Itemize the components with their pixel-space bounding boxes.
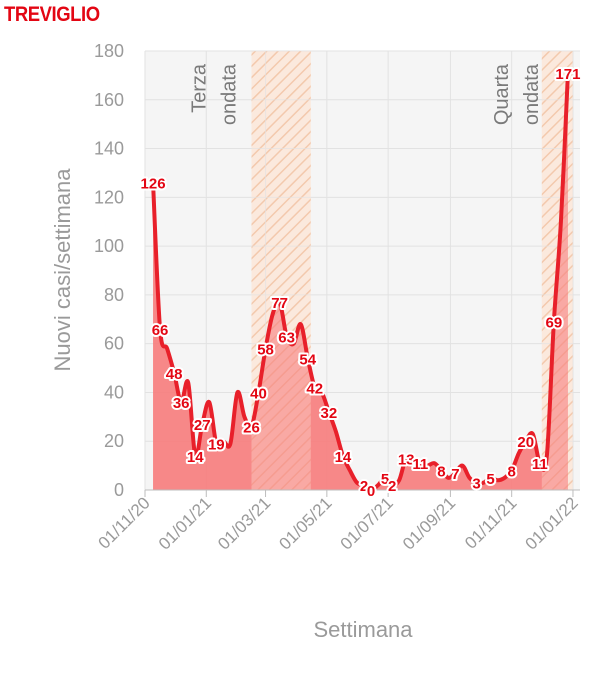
data-label: 14	[187, 449, 204, 466]
data-label: 5	[486, 471, 494, 488]
y-tick-label: 100	[94, 236, 124, 256]
y-tick-label: 160	[94, 90, 124, 110]
data-label: 32	[321, 405, 338, 422]
data-label: 3	[472, 476, 480, 493]
data-label: 20	[517, 434, 534, 451]
wave-label: Quarta	[491, 63, 513, 125]
data-label: 48	[166, 366, 183, 383]
x-tick-label: 01/05/21	[275, 493, 335, 553]
data-label: 5	[381, 471, 389, 488]
data-label: 69	[546, 315, 563, 332]
data-label: 19	[208, 437, 225, 454]
data-label: 77	[271, 295, 288, 312]
data-label: 11	[412, 456, 428, 473]
y-tick-label: 40	[104, 382, 124, 402]
y-tick-label: 140	[94, 139, 124, 159]
data-label: 63	[278, 329, 295, 346]
y-tick-label: 80	[104, 285, 124, 305]
data-label: 27	[194, 417, 211, 434]
wave-label: ondata	[218, 63, 240, 125]
wave-label: ondata	[521, 63, 543, 125]
y-tick-label: 20	[104, 431, 124, 451]
data-label: 126	[141, 176, 166, 193]
data-label: 66	[152, 322, 169, 339]
data-label: 171	[555, 66, 580, 83]
cases-area	[153, 72, 568, 490]
x-tick-label: 01/07/21	[337, 493, 397, 553]
data-label: 40	[250, 385, 267, 402]
data-label: 8	[437, 463, 445, 480]
data-label: 54	[299, 351, 316, 368]
data-label: 0	[367, 483, 375, 500]
y-tick-label: 120	[94, 187, 124, 207]
y-tick-label: 180	[94, 41, 124, 61]
x-tick-label: 01/11/21	[461, 493, 520, 552]
data-label: 58	[257, 342, 274, 359]
x-tick-label: 01/09/21	[399, 493, 459, 553]
data-label: 26	[243, 420, 260, 437]
cases-line	[151, 72, 570, 492]
y-axis-title: Nuovi casi/settimana	[50, 168, 75, 372]
data-label: 42	[306, 381, 323, 398]
data-label: 14	[335, 449, 352, 466]
plot-background	[145, 51, 580, 490]
wave-band-overlay	[251, 51, 311, 490]
x-axis-title: Settimana	[313, 617, 413, 642]
x-tick-label: 01/11/20	[94, 493, 153, 552]
x-tick-label: 01/01/22	[522, 493, 582, 553]
y-tick-label: 60	[104, 334, 124, 354]
chart-title: TREVIGLIO	[4, 3, 100, 26]
data-label: 13	[398, 451, 415, 468]
data-label: 36	[173, 395, 190, 412]
data-label: 7	[451, 466, 459, 483]
wave-label: Terza	[188, 63, 210, 113]
data-label: 8	[508, 463, 516, 480]
data-label: 2	[360, 478, 368, 495]
x-tick-label: 01/03/21	[214, 493, 274, 553]
x-tick-label: 01/01/21	[155, 493, 215, 553]
data-label: 11	[532, 456, 548, 473]
data-label: 2	[388, 478, 396, 495]
y-tick-label: 0	[114, 480, 124, 500]
